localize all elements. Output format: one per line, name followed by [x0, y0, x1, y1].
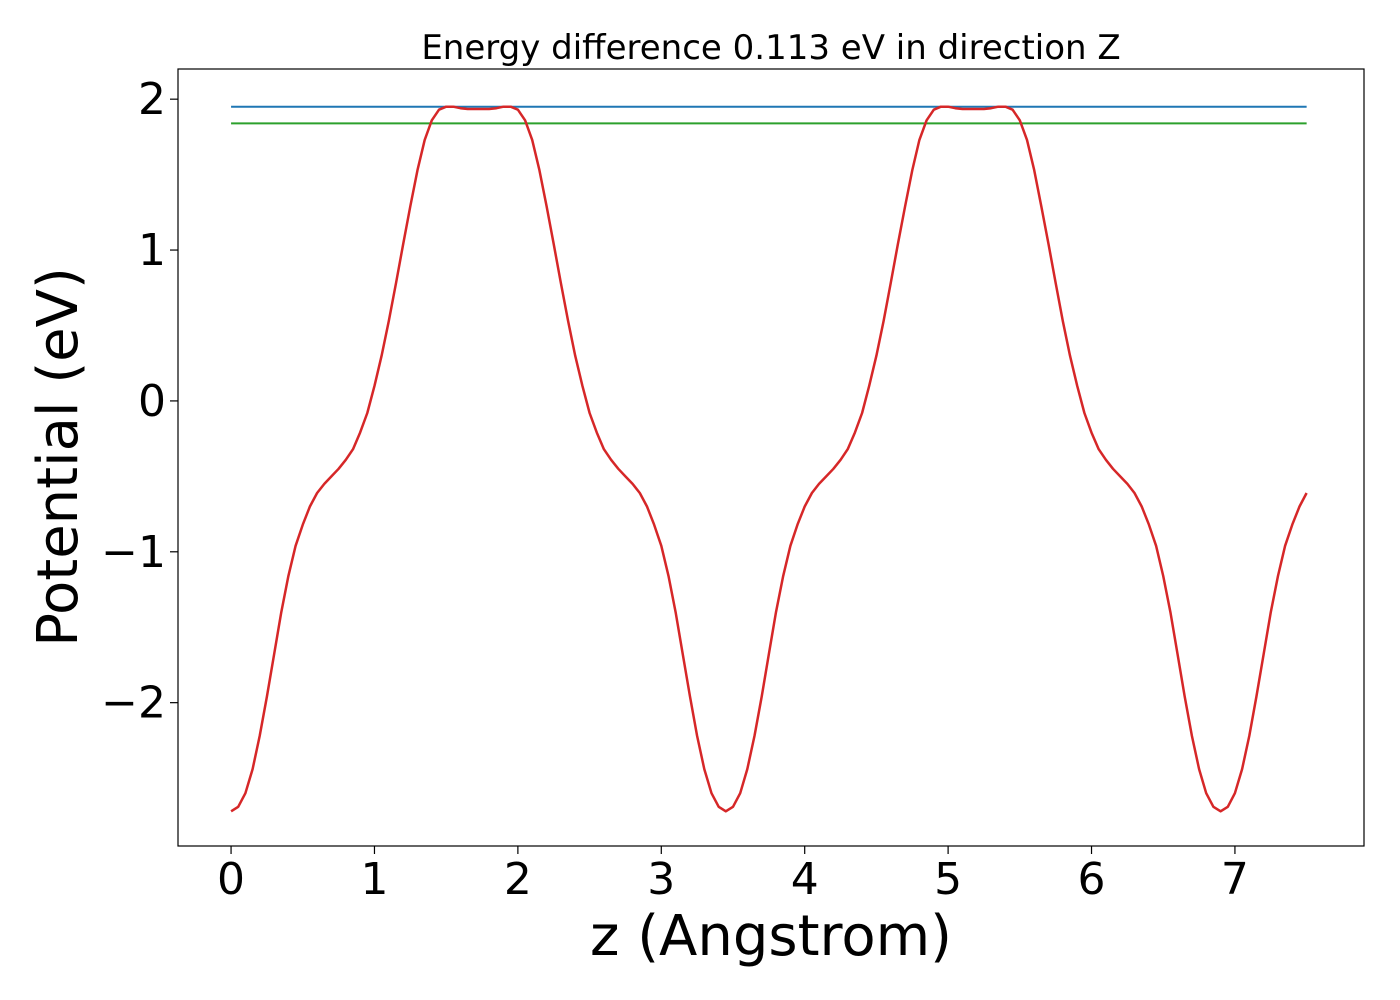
x-axis-title: z (Angstrom)	[590, 904, 952, 969]
y-tick-label: 1	[138, 225, 166, 276]
x-tick-label: 2	[504, 854, 532, 905]
x-axis: 0 1 2 3 4 5 6 7	[217, 846, 1249, 905]
y-tick-label: −1	[101, 527, 166, 578]
x-tick-label: 6	[1078, 854, 1106, 905]
series-layer	[230, 105, 1308, 813]
x-tick-label: 7	[1221, 854, 1249, 905]
potential-line	[230, 105, 1308, 813]
x-tick-label: 4	[791, 854, 819, 905]
x-tick-label: 5	[934, 854, 962, 905]
plot-frame	[177, 68, 1365, 847]
x-tick-label: 1	[360, 854, 388, 905]
y-tick-label: 0	[138, 376, 166, 427]
x-tick-label: 0	[217, 854, 245, 905]
x-tick-label: 3	[647, 854, 675, 905]
y-tick-label: −2	[101, 678, 166, 729]
y-axis-title: Potential (eV)	[26, 267, 91, 647]
y-axis: −2 −1 0 1 2	[101, 74, 178, 729]
chart-title: Energy difference 0.113 eV in direction …	[421, 28, 1120, 68]
y-tick-label: 2	[138, 74, 166, 125]
